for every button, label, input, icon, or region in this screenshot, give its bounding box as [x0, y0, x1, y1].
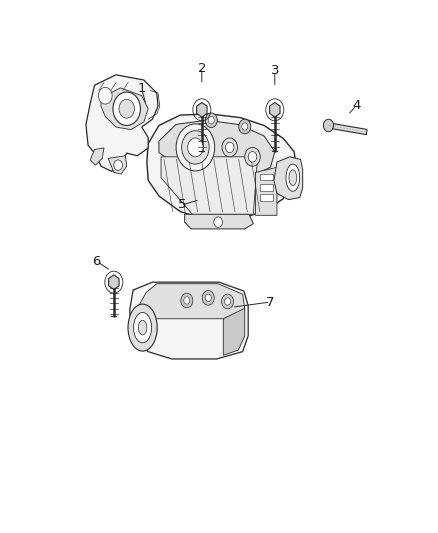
Bar: [260, 174, 272, 180]
Ellipse shape: [286, 164, 300, 191]
Polygon shape: [138, 284, 245, 319]
Text: 2: 2: [198, 61, 206, 75]
Circle shape: [114, 160, 123, 171]
Circle shape: [214, 217, 223, 228]
Text: 3: 3: [271, 64, 279, 77]
Circle shape: [239, 119, 251, 134]
Bar: [260, 195, 272, 201]
Circle shape: [176, 124, 215, 171]
Polygon shape: [255, 167, 277, 215]
Circle shape: [226, 142, 234, 152]
Polygon shape: [161, 157, 258, 215]
Polygon shape: [159, 120, 275, 175]
Text: 4: 4: [352, 99, 360, 112]
Circle shape: [119, 99, 134, 118]
Ellipse shape: [289, 170, 297, 185]
Circle shape: [222, 294, 233, 309]
Polygon shape: [185, 214, 253, 229]
Polygon shape: [86, 75, 158, 172]
Circle shape: [113, 92, 141, 125]
Circle shape: [325, 122, 332, 129]
Text: 6: 6: [92, 255, 101, 268]
Bar: [260, 184, 272, 191]
Circle shape: [208, 117, 214, 124]
Polygon shape: [130, 282, 248, 359]
Circle shape: [225, 298, 230, 305]
Text: 5: 5: [178, 198, 187, 212]
Polygon shape: [108, 156, 127, 174]
Polygon shape: [274, 157, 303, 200]
Polygon shape: [328, 123, 367, 135]
Circle shape: [187, 138, 203, 157]
Polygon shape: [147, 114, 296, 220]
Polygon shape: [223, 308, 245, 356]
Circle shape: [99, 87, 112, 104]
Circle shape: [182, 131, 209, 164]
Ellipse shape: [134, 312, 152, 343]
Circle shape: [205, 113, 217, 127]
Polygon shape: [197, 102, 207, 117]
Text: 1: 1: [138, 83, 146, 95]
Circle shape: [202, 290, 214, 305]
Polygon shape: [90, 148, 104, 165]
Polygon shape: [109, 275, 119, 289]
Circle shape: [248, 151, 257, 162]
Ellipse shape: [128, 304, 157, 351]
Ellipse shape: [138, 320, 147, 335]
Circle shape: [222, 138, 237, 157]
Circle shape: [181, 293, 193, 308]
Circle shape: [245, 148, 260, 166]
Polygon shape: [101, 88, 148, 130]
Polygon shape: [323, 119, 334, 132]
Circle shape: [205, 294, 211, 302]
Polygon shape: [270, 102, 280, 117]
Circle shape: [242, 123, 248, 130]
Text: 7: 7: [266, 295, 275, 309]
Circle shape: [184, 297, 190, 304]
